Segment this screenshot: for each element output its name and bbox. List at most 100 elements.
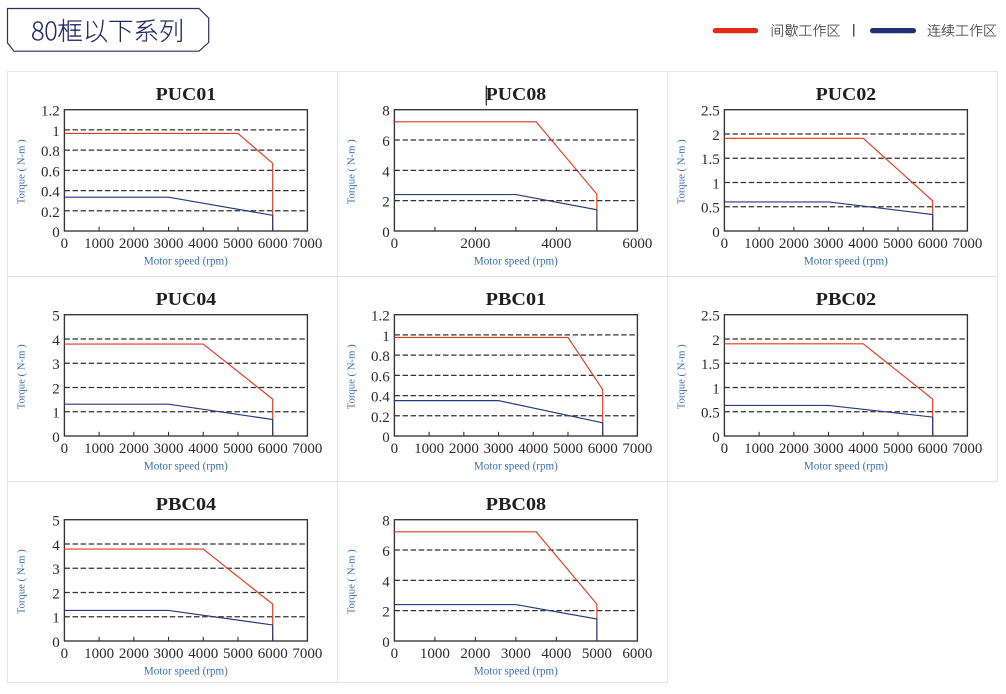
- svg-text:1000: 1000: [84, 646, 114, 662]
- svg-text:Motor speed (rpm): Motor speed (rpm): [474, 461, 558, 473]
- svg-text:0.2: 0.2: [371, 410, 390, 426]
- svg-text:Torque ( N-m ): Torque ( N-m ): [676, 139, 688, 204]
- svg-text:5000: 5000: [223, 441, 253, 457]
- svg-text:1000: 1000: [84, 236, 114, 252]
- svg-text:Motor speed (rpm): Motor speed (rpm): [804, 256, 888, 268]
- svg-text:1.2: 1.2: [371, 309, 390, 325]
- svg-text:0: 0: [391, 441, 399, 457]
- svg-text:6: 6: [382, 544, 390, 560]
- svg-text:1: 1: [52, 406, 60, 422]
- svg-text:0: 0: [52, 225, 60, 241]
- svg-text:Torque ( N-m ): Torque ( N-m ): [16, 549, 28, 614]
- svg-text:1000: 1000: [744, 441, 774, 457]
- svg-text:2: 2: [712, 128, 720, 144]
- svg-text:3000: 3000: [501, 646, 531, 662]
- svg-text:1000: 1000: [420, 646, 450, 662]
- svg-text:4000: 4000: [188, 646, 218, 662]
- svg-text:PUC04: PUC04: [156, 289, 217, 309]
- svg-text:5000: 5000: [883, 236, 913, 252]
- svg-text:3: 3: [52, 357, 60, 373]
- svg-text:3000: 3000: [154, 236, 184, 252]
- svg-text:0: 0: [382, 225, 390, 241]
- svg-text:PUC01: PUC01: [156, 84, 217, 104]
- svg-text:Motor speed (rpm): Motor speed (rpm): [474, 256, 558, 268]
- svg-text:PBC01: PBC01: [486, 289, 547, 309]
- svg-text:2000: 2000: [779, 441, 809, 457]
- svg-text:2000: 2000: [460, 646, 490, 662]
- svg-text:2: 2: [52, 381, 60, 397]
- svg-text:1: 1: [382, 329, 390, 345]
- svg-text:5000: 5000: [883, 441, 913, 457]
- svg-text:0: 0: [712, 225, 720, 241]
- svg-text:7000: 7000: [622, 441, 652, 457]
- svg-text:0: 0: [382, 635, 390, 651]
- svg-text:4: 4: [382, 164, 390, 180]
- svg-text:7000: 7000: [292, 236, 322, 252]
- svg-text:8: 8: [382, 104, 390, 120]
- svg-text:7000: 7000: [292, 441, 322, 457]
- svg-text:1: 1: [52, 124, 60, 140]
- svg-text:Motor speed (rpm): Motor speed (rpm): [144, 256, 228, 268]
- svg-text:0: 0: [52, 430, 60, 446]
- svg-text:0.6: 0.6: [41, 164, 60, 180]
- svg-text:PBC08: PBC08: [486, 494, 547, 514]
- svg-text:Torque ( N-m ): Torque ( N-m ): [676, 344, 688, 409]
- svg-text:6000: 6000: [258, 236, 288, 252]
- svg-text:6: 6: [382, 134, 390, 150]
- svg-text:4000: 4000: [541, 236, 571, 252]
- svg-text:4: 4: [52, 538, 60, 554]
- svg-text:7000: 7000: [952, 236, 982, 252]
- svg-text:2: 2: [712, 333, 720, 349]
- svg-text:0: 0: [712, 430, 720, 446]
- svg-text:3000: 3000: [154, 646, 184, 662]
- svg-text:PUC08: PUC08: [486, 84, 547, 104]
- svg-text:4000: 4000: [188, 236, 218, 252]
- svg-text:0: 0: [382, 430, 390, 446]
- svg-text:0.8: 0.8: [41, 144, 60, 160]
- svg-text:3000: 3000: [814, 441, 844, 457]
- svg-text:2000: 2000: [119, 236, 149, 252]
- svg-text:4: 4: [382, 574, 390, 590]
- svg-text:Torque ( N-m ): Torque ( N-m ): [346, 344, 358, 409]
- svg-text:4000: 4000: [848, 441, 878, 457]
- svg-text:3000: 3000: [484, 441, 514, 457]
- svg-text:2000: 2000: [119, 441, 149, 457]
- svg-text:0.5: 0.5: [701, 201, 720, 217]
- svg-text:1: 1: [52, 611, 60, 627]
- svg-text:4000: 4000: [188, 441, 218, 457]
- svg-text:0: 0: [61, 441, 69, 457]
- svg-text:0.2: 0.2: [41, 205, 60, 221]
- svg-text:2000: 2000: [779, 236, 809, 252]
- svg-text:PBC02: PBC02: [816, 289, 877, 309]
- svg-text:1000: 1000: [414, 441, 444, 457]
- svg-text:Motor speed (rpm): Motor speed (rpm): [474, 666, 558, 678]
- svg-text:5000: 5000: [582, 646, 612, 662]
- svg-text:0: 0: [721, 441, 729, 457]
- svg-text:6000: 6000: [622, 646, 652, 662]
- svg-text:2000: 2000: [119, 646, 149, 662]
- svg-text:Motor speed (rpm): Motor speed (rpm): [144, 666, 228, 678]
- svg-text:2.5: 2.5: [701, 309, 720, 325]
- svg-text:5: 5: [52, 514, 60, 530]
- svg-text:0.6: 0.6: [371, 369, 390, 385]
- svg-text:2: 2: [382, 195, 390, 211]
- svg-text:0.4: 0.4: [41, 185, 60, 201]
- svg-text:PUC02: PUC02: [816, 84, 877, 104]
- svg-text:2: 2: [382, 605, 390, 621]
- svg-text:6000: 6000: [622, 236, 652, 252]
- svg-text:4000: 4000: [518, 441, 548, 457]
- svg-text:6000: 6000: [258, 646, 288, 662]
- svg-text:Torque ( N-m ): Torque ( N-m ): [346, 139, 358, 204]
- svg-text:1: 1: [712, 381, 720, 397]
- svg-text:5000: 5000: [553, 441, 583, 457]
- svg-text:1.2: 1.2: [41, 104, 60, 120]
- svg-text:6000: 6000: [258, 441, 288, 457]
- svg-text:4000: 4000: [848, 236, 878, 252]
- svg-text:1000: 1000: [84, 441, 114, 457]
- svg-text:1: 1: [712, 176, 720, 192]
- svg-text:0: 0: [391, 236, 399, 252]
- svg-text:0: 0: [61, 646, 69, 662]
- svg-text:3000: 3000: [154, 441, 184, 457]
- svg-text:1.5: 1.5: [701, 357, 720, 373]
- svg-text:2000: 2000: [449, 441, 479, 457]
